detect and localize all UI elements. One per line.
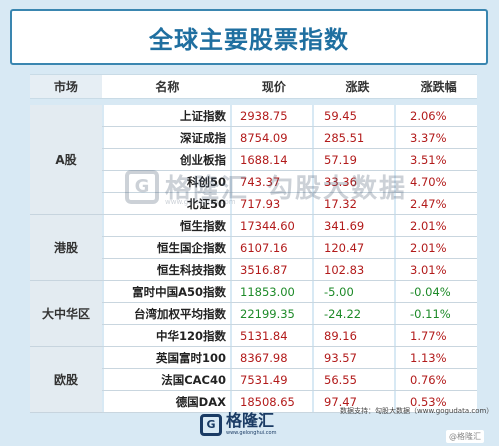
- market-label: A股: [30, 105, 102, 215]
- index-change: 93.57: [312, 347, 394, 368]
- footer-logo: G 格隆汇 www.gelonghui.com: [200, 413, 276, 436]
- page-title: 全球主要股票指数: [149, 25, 349, 54]
- index-pct: 0.53%: [394, 391, 471, 412]
- index-pct: 2.01%: [394, 237, 471, 258]
- index-change: 56.55: [312, 369, 394, 390]
- table-row: 上证指数 2938.75 59.45 2.06%: [102, 105, 477, 127]
- index-change: 89.16: [312, 325, 394, 346]
- title-box: 全球主要股票指数: [10, 9, 488, 65]
- market-label: 大中华区: [30, 281, 102, 347]
- index-price: 1688.14: [230, 149, 312, 170]
- footer-logo-sub: www.gelonghui.com: [226, 430, 277, 436]
- market-group: 港股 恒生指数 17344.60 341.69 2.01% 恒生国企指数 6107.16 12…: [30, 215, 477, 281]
- index-table: 市场 名称 现价 涨跌 涨跌幅 A股 上证指数 2938.75 59.45 2.06% 深…: [30, 74, 477, 413]
- index-change: 57.19: [312, 149, 394, 170]
- index-price: 3516.87: [230, 259, 312, 280]
- table-row: 创业板指 1688.14 57.19 3.51%: [102, 149, 477, 171]
- index-name: 深证成指: [102, 127, 230, 148]
- market-group: 大中华区 富时中国A50指数 11853.00 -5.00 -0.04% 台湾加权平均指数…: [30, 281, 477, 347]
- index-change: -24.22: [312, 303, 394, 324]
- index-change: 17.32: [312, 193, 394, 214]
- market-group: A股 上证指数 2938.75 59.45 2.06% 深证成指 8754.09 285.51…: [30, 105, 477, 215]
- header-price: 现价: [233, 75, 315, 98]
- table-row: 中华120指数 5131.84 89.16 1.77%: [102, 325, 477, 347]
- index-pct: -0.11%: [394, 303, 471, 324]
- index-pct: 2.06%: [394, 105, 471, 126]
- index-name: 科创50: [102, 171, 230, 192]
- index-pct: 2.01%: [394, 215, 471, 236]
- index-change: -5.00: [312, 281, 394, 302]
- index-name: 法国CAC40: [102, 369, 230, 390]
- table-row: 富时中国A50指数 11853.00 -5.00 -0.04%: [102, 281, 477, 303]
- table-row: 科创50 743.37 33.36 4.70%: [102, 171, 477, 193]
- table-row: 深证成指 8754.09 285.51 3.37%: [102, 127, 477, 149]
- market-label: 欧股: [30, 347, 102, 413]
- index-name: 恒生国企指数: [102, 237, 230, 258]
- index-name: 创业板指: [102, 149, 230, 170]
- header-change: 涨跌: [316, 75, 399, 98]
- table-header: 市场 名称 现价 涨跌 涨跌幅: [30, 74, 477, 99]
- table-row: 法国CAC40 7531.49 56.55 0.76%: [102, 369, 477, 391]
- index-change: 97.47: [312, 391, 394, 412]
- header-market: 市场: [30, 75, 102, 98]
- index-name: 中华120指数: [102, 325, 230, 346]
- table-row: 德国DAX 18508.65 97.47 0.53%: [102, 391, 477, 413]
- index-change: 341.69: [312, 215, 394, 236]
- data-source: 数据支持：勾股大数据（www.gogudata.com）: [340, 407, 494, 415]
- index-pct: 3.37%: [394, 127, 471, 148]
- index-price: 717.93: [230, 193, 312, 214]
- index-price: 6107.16: [230, 237, 312, 258]
- table-row: 英国富时100 8367.98 93.57 1.13%: [102, 347, 477, 369]
- market-label: 港股: [30, 215, 102, 281]
- index-price: 7531.49: [230, 369, 312, 390]
- index-price: 743.37: [230, 171, 312, 192]
- index-pct: 2.47%: [394, 193, 471, 214]
- index-change: 120.47: [312, 237, 394, 258]
- corner-badge: @格隆汇: [446, 430, 484, 443]
- index-change: 102.83: [312, 259, 394, 280]
- market-group: 欧股 英国富时100 8367.98 93.57 1.13% 法国CAC40 7531.49…: [30, 347, 477, 413]
- index-price: 5131.84: [230, 325, 312, 346]
- index-pct: 4.70%: [394, 171, 471, 192]
- header-pct: 涨跌幅: [400, 75, 477, 98]
- table-row: 恒生科技指数 3516.87 102.83 3.01%: [102, 259, 477, 281]
- index-price: 22199.35: [230, 303, 312, 324]
- index-price: 11853.00: [230, 281, 312, 302]
- index-price: 17344.60: [230, 215, 312, 236]
- index-name: 上证指数: [102, 105, 230, 126]
- table-row: 恒生指数 17344.60 341.69 2.01%: [102, 215, 477, 237]
- index-name: 富时中国A50指数: [102, 281, 230, 302]
- index-name: 英国富时100: [102, 347, 230, 368]
- footer-logo-text: 格隆汇: [226, 411, 275, 430]
- index-name: 德国DAX: [102, 391, 230, 412]
- table-row: 北证50 717.93 17.32 2.47%: [102, 193, 477, 215]
- index-price: 18508.65: [230, 391, 312, 412]
- index-price: 8754.09: [230, 127, 312, 148]
- index-change: 59.45: [312, 105, 394, 126]
- table-row: 恒生国企指数 6107.16 120.47 2.01%: [102, 237, 477, 259]
- index-price: 2938.75: [230, 105, 312, 126]
- index-pct: 0.76%: [394, 369, 471, 390]
- index-name: 恒生科技指数: [102, 259, 230, 280]
- index-pct: -0.04%: [394, 281, 471, 302]
- index-pct: 3.01%: [394, 259, 471, 280]
- index-price: 8367.98: [230, 347, 312, 368]
- index-name: 北证50: [102, 193, 230, 214]
- header-name: 名称: [103, 75, 232, 98]
- index-pct: 3.51%: [394, 149, 471, 170]
- table-row: 台湾加权平均指数 22199.35 -24.22 -0.11%: [102, 303, 477, 325]
- index-name: 台湾加权平均指数: [102, 303, 230, 324]
- index-change: 285.51: [312, 127, 394, 148]
- gelonghui-logo-icon: G: [200, 413, 222, 436]
- index-pct: 1.77%: [394, 325, 471, 346]
- index-name: 恒生指数: [102, 215, 230, 236]
- table-body: A股 上证指数 2938.75 59.45 2.06% 深证成指 8754.09 285.51…: [30, 105, 477, 413]
- index-pct: 1.13%: [394, 347, 471, 368]
- index-change: 33.36: [312, 171, 394, 192]
